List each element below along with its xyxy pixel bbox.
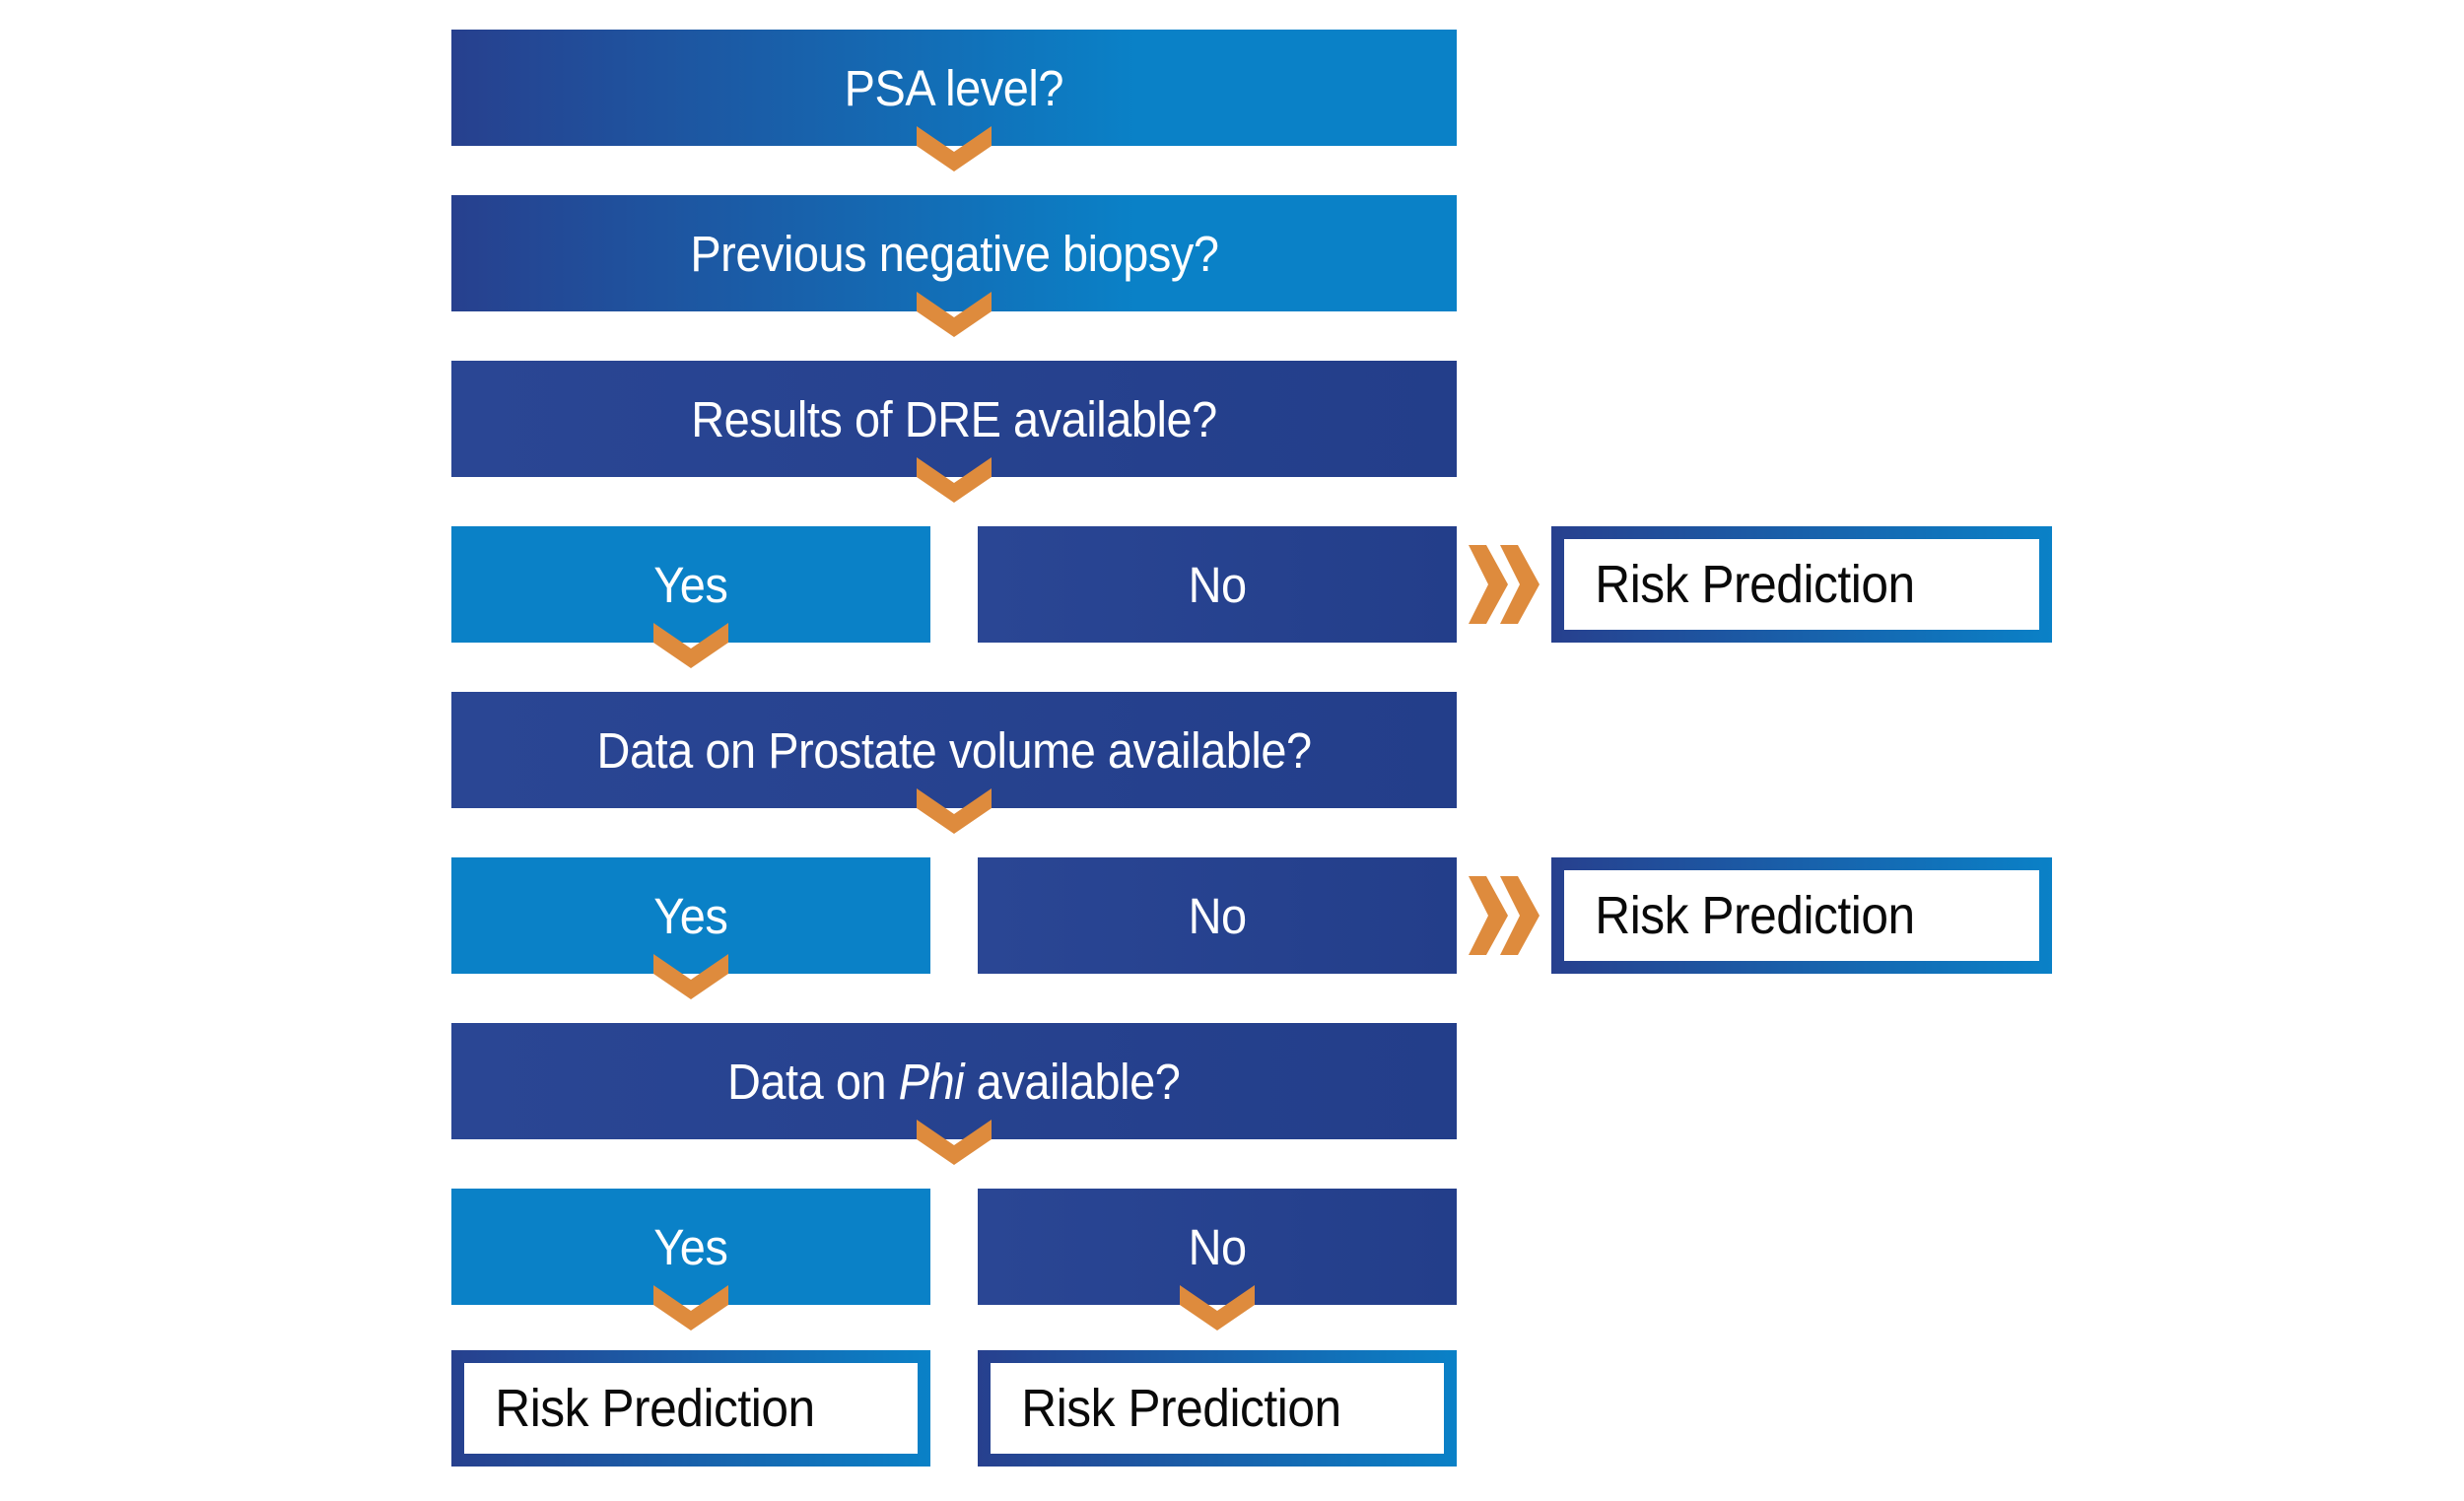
arrow-down-icon — [917, 788, 992, 834]
answer-yes-phi: Yes — [451, 1189, 930, 1305]
arrow-down-icon — [1180, 1285, 1255, 1330]
arrow-down-icon — [653, 954, 728, 999]
question-label-psa: PSA level? — [844, 59, 1064, 116]
double-chevron-right-icon — [1469, 545, 1540, 624]
risk-prediction-inner: Risk Prediction — [991, 1363, 1444, 1454]
phi-italic-text: Phi — [898, 1053, 965, 1110]
answer-no-dre: No — [978, 526, 1457, 643]
risk-prediction-label: Risk Prediction — [1595, 886, 1915, 945]
question-bar-biopsy: Previous negative biopsy? — [451, 195, 1457, 311]
risk-prediction-box-dre-no: Risk Prediction — [1551, 526, 2052, 643]
arrow-down-icon — [917, 126, 992, 171]
arrow-down-icon — [653, 623, 728, 668]
answer-label-yes: Yes — [653, 1218, 728, 1275]
risk-prediction-box-volume-no: Risk Prediction — [1551, 857, 2052, 974]
risk-prediction-inner: Risk Prediction — [1564, 539, 2039, 630]
question-label-biopsy: Previous negative biopsy? — [689, 225, 1219, 282]
answer-label-no: No — [1188, 887, 1247, 944]
arrow-down-icon — [917, 1120, 992, 1165]
risk-prediction-label: Risk Prediction — [1595, 555, 1915, 614]
answer-yes-volume: Yes — [451, 857, 930, 974]
answer-no-phi: No — [978, 1189, 1457, 1305]
arrow-down-icon — [653, 1285, 728, 1330]
question-label-dre: Results of DRE available? — [691, 390, 1217, 447]
answer-label-yes: Yes — [653, 887, 728, 944]
answer-no-volume: No — [978, 857, 1457, 974]
answer-label-no: No — [1188, 1218, 1247, 1275]
arrow-down-icon — [917, 457, 992, 503]
question-bar-psa: PSA level? — [451, 30, 1457, 146]
question-label-volume: Data on Prostate volume available? — [596, 721, 1312, 779]
question-bar-dre: Results of DRE available? — [451, 361, 1457, 477]
answer-yes-dre: Yes — [451, 526, 930, 643]
risk-prediction-label: Risk Prediction — [495, 1379, 815, 1438]
answer-label-yes: Yes — [653, 556, 728, 613]
question-bar-phi: Data on Phi available? — [451, 1023, 1457, 1139]
question-bar-volume: Data on Prostate volume available? — [451, 692, 1457, 808]
risk-prediction-box-phi-yes: Risk Prediction — [451, 1350, 930, 1467]
risk-prediction-inner: Risk Prediction — [1564, 870, 2039, 961]
risk-prediction-inner: Risk Prediction — [464, 1363, 918, 1454]
arrow-down-icon — [917, 292, 992, 337]
risk-prediction-label: Risk Prediction — [1021, 1379, 1341, 1438]
risk-prediction-box-phi-no: Risk Prediction — [978, 1350, 1457, 1467]
double-chevron-right-icon — [1469, 876, 1540, 955]
answer-label-no: No — [1188, 556, 1247, 613]
question-label-phi: Data on Phi available? — [727, 1053, 1181, 1110]
